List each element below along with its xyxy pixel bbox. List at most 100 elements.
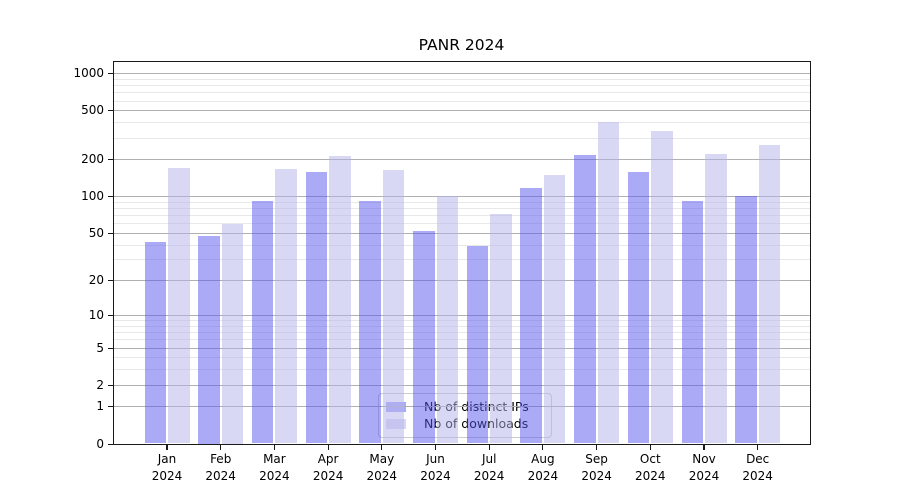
minor-gridline (114, 201, 810, 203)
bar-distinct-ips-jul (466, 245, 489, 444)
y-tick-mark (107, 315, 113, 317)
bar-distinct-ips-may (359, 201, 381, 444)
y-tick-mark (107, 280, 113, 282)
bar-distinct-ips-mar (251, 200, 274, 444)
bar-distinct-ips-feb (198, 236, 220, 444)
y-tick-mark (107, 347, 113, 349)
y-tick-mark (107, 443, 113, 445)
x-tick-mark (596, 444, 598, 450)
bar-distinct-ips-jan (144, 241, 166, 444)
x-tick-mark (166, 444, 168, 450)
x-tick-mark (488, 444, 490, 450)
minor-gridline (114, 100, 810, 102)
y-tick-mark (107, 406, 113, 408)
x-tick-mark (220, 444, 222, 450)
bar-downloads-jun (436, 196, 458, 444)
bar-distinct-ips-aug (520, 188, 542, 444)
x-tick-label: Jan 2024 (151, 452, 183, 484)
x-tick-label: May 2024 (366, 452, 398, 484)
y-tick-label: 500 (81, 103, 104, 118)
y-tick-mark (107, 196, 113, 198)
minor-gridline (114, 122, 810, 124)
x-tick-label: Jun 2024 (420, 452, 451, 484)
y-tick-mark (107, 232, 113, 234)
x-tick-label: Oct 2024 (635, 452, 666, 484)
major-gridline (114, 347, 810, 349)
minor-gridline (114, 259, 810, 261)
minor-gridline (114, 369, 810, 371)
minor-gridline (114, 78, 810, 80)
y-tick-label: 20 (88, 273, 104, 288)
plot-right-spine (810, 61, 812, 445)
major-gridline (114, 110, 810, 112)
x-tick-mark (757, 444, 759, 450)
y-tick-mark (107, 110, 113, 112)
bar-downloads-jul (490, 214, 512, 444)
y-tick-label: 5 (96, 340, 104, 355)
x-tick-label: Aug 2024 (527, 452, 559, 484)
bar-downloads-apr (329, 155, 351, 444)
x-tick-mark (273, 444, 275, 450)
minor-gridline (114, 320, 810, 322)
bar-distinct-ips-apr (305, 172, 328, 444)
major-gridline (114, 73, 810, 75)
x-tick-label: Nov 2024 (688, 452, 720, 484)
minor-gridline (114, 85, 810, 87)
bar-distinct-ips-dec (735, 196, 757, 444)
bar-distinct-ips-sep (574, 155, 596, 444)
major-gridline (114, 232, 810, 234)
y-tick-mark (107, 73, 113, 75)
y-tick-label: 50 (88, 225, 104, 240)
plot-left-spine (113, 61, 115, 445)
bar-downloads-nov (705, 153, 727, 444)
chart-title: PANR 2024 (418, 36, 505, 54)
x-tick-mark (703, 444, 705, 450)
x-tick-label: Apr 2024 (312, 452, 344, 484)
x-tick-label: Feb 2024 (205, 452, 236, 484)
major-gridline (114, 280, 810, 282)
major-gridline (114, 384, 810, 386)
bar-downloads-mar (275, 169, 297, 444)
plot-bottom-spine (113, 443, 812, 445)
x-tick-mark (649, 444, 651, 450)
y-tick-label: 2 (96, 377, 104, 392)
minor-gridline (114, 325, 810, 327)
x-tick-mark (434, 444, 437, 450)
plot-top-spine (113, 61, 812, 63)
y-tick-label: 0 (96, 436, 104, 451)
x-tick-label: Sep 2024 (581, 452, 612, 484)
bar-downloads-oct (651, 130, 673, 444)
bar-distinct-ips-oct (627, 171, 650, 444)
x-tick-label: Mar 2024 (259, 452, 290, 484)
major-gridline (114, 406, 810, 408)
minor-gridline (114, 92, 810, 94)
bar-downloads-may (382, 169, 405, 444)
minor-gridline (114, 332, 810, 333)
y-tick-label: 1 (96, 399, 104, 414)
bar-distinct-ips-nov (681, 200, 703, 444)
x-tick-mark (381, 444, 383, 450)
y-tick-label: 100 (81, 189, 104, 204)
bar-downloads-jan (168, 167, 190, 444)
minor-gridline (114, 244, 810, 246)
x-tick-mark (542, 444, 544, 450)
minor-gridline (114, 339, 810, 341)
minor-gridline (114, 208, 810, 209)
minor-gridline (114, 215, 810, 216)
minor-gridline (114, 223, 810, 225)
minor-gridline (114, 137, 810, 139)
bar-distinct-ips-jun (413, 230, 435, 444)
bar-downloads-aug (543, 174, 566, 444)
x-tick-label: Dec 2024 (742, 452, 773, 484)
y-tick-mark (107, 159, 113, 161)
y-tick-mark (107, 384, 113, 386)
major-gridline (114, 159, 810, 161)
x-tick-label: Jul 2024 (473, 452, 505, 484)
bar-downloads-sep (597, 122, 620, 444)
major-gridline (114, 315, 810, 316)
x-tick-mark (327, 444, 329, 450)
bar-downloads-feb (221, 224, 244, 444)
y-tick-label: 1000 (73, 66, 104, 81)
major-gridline (114, 196, 810, 198)
